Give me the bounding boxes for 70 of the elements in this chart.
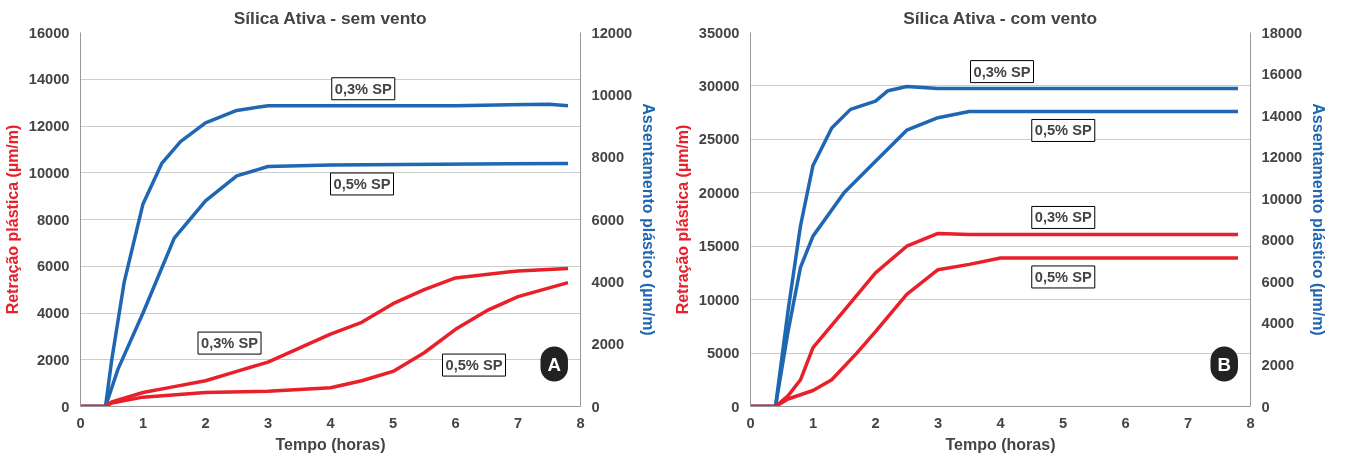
- series-label: 0,3% SP: [334, 80, 392, 97]
- y2-tick-label: 10000: [591, 86, 633, 103]
- y2-tick-label: 10000: [1261, 190, 1303, 207]
- series-label: 0,3% SP: [973, 63, 1031, 80]
- y2-tick-label: 8000: [591, 149, 625, 166]
- x-tick-label: 7: [1183, 414, 1193, 431]
- chart-title: Sílica Ativa - sem vento: [233, 7, 427, 28]
- x-axis-title: Tempo (horas): [275, 435, 386, 453]
- y2-tick-label: 18000: [1261, 24, 1303, 41]
- x-tick-label: 1: [808, 414, 818, 431]
- y2-tick-label: 4000: [591, 273, 625, 290]
- y-tick-label: 15000: [698, 238, 740, 255]
- x-tick-label: 8: [576, 414, 585, 431]
- x-tick-label: 8: [1246, 414, 1255, 431]
- y-tick-label: 12000: [28, 118, 70, 134]
- y-tick-label: 14000: [28, 71, 70, 88]
- y-axis-title: Retração plástica (µm/m): [3, 124, 21, 315]
- y2-tick-label: 12000: [591, 24, 633, 41]
- y2-tick-label: 0: [1261, 398, 1270, 415]
- x-tick-label: 6: [451, 414, 460, 431]
- y-tick-label: 35000: [698, 24, 740, 41]
- y2-tick-label: 6000: [1261, 273, 1295, 290]
- y-tick-label: 4000: [36, 305, 70, 321]
- y2-tick-label: 0: [591, 398, 600, 415]
- y-tick-label: 0: [61, 398, 70, 415]
- x-tick-label: 1: [138, 414, 148, 431]
- x-axis-title: Tempo (horas): [945, 435, 1056, 453]
- y-tick-label: 0: [731, 398, 740, 415]
- y-tick-label: 10000: [698, 291, 740, 308]
- series-label: 0,5% SP: [445, 357, 503, 374]
- series-label: 0,3% SP: [201, 335, 259, 352]
- x-tick-label: 2: [201, 414, 210, 431]
- x-tick-label: 7: [513, 414, 523, 431]
- y2-tick-label: 2000: [591, 336, 625, 353]
- y-tick-label: 10000: [28, 164, 70, 181]
- y2-tick-label: 16000: [1261, 66, 1303, 83]
- annotation: A: [547, 353, 561, 375]
- y-tick-label: 20000: [698, 184, 740, 201]
- y2-tick-label: 4000: [1261, 315, 1295, 332]
- series-label: 0,5% SP: [1034, 268, 1092, 285]
- x-tick-label: 3: [263, 414, 273, 431]
- x-tick-label: 4: [326, 414, 336, 431]
- x-tick-label: 5: [1058, 414, 1068, 431]
- y2-tick-label: 8000: [1261, 232, 1295, 249]
- x-tick-label: 0: [746, 414, 755, 431]
- y-tick-label: 8000: [36, 211, 70, 228]
- y2-tick-label: 6000: [591, 211, 625, 228]
- y2-tick-label: 2000: [1261, 356, 1295, 373]
- y2-tick-label: 12000: [1261, 149, 1303, 166]
- x-tick-label: 4: [996, 414, 1006, 431]
- y-tick-label: 6000: [36, 258, 70, 275]
- y-tick-label: 2000: [36, 351, 70, 368]
- y-axis-title: Retração plástica (µm/m): [673, 124, 691, 315]
- y-tick-label: 16000: [28, 24, 70, 41]
- x-tick-label: 2: [871, 414, 880, 431]
- y-tick-label: 25000: [698, 131, 740, 148]
- y2-tick-label: 14000: [1261, 107, 1303, 124]
- y2-axis-title: Assentamento plástico (µm/m): [640, 103, 658, 336]
- x-tick-label: 5: [388, 414, 398, 431]
- y2-axis-title: Assentamento plástico (µm/m): [1310, 103, 1328, 336]
- x-tick-label: 3: [933, 414, 943, 431]
- annotation: B: [1217, 353, 1231, 375]
- chart-title: Sílica Ativa - com vento: [903, 7, 1098, 28]
- y-tick-label: 5000: [706, 345, 740, 362]
- x-tick-label: 6: [1121, 414, 1130, 431]
- series-label: 0,5% SP: [333, 175, 391, 192]
- series-label: 0,5% SP: [1034, 122, 1092, 139]
- y-tick-label: 30000: [698, 77, 740, 94]
- x-tick-label: 0: [76, 414, 85, 431]
- series-label: 0,3% SP: [1034, 209, 1092, 226]
